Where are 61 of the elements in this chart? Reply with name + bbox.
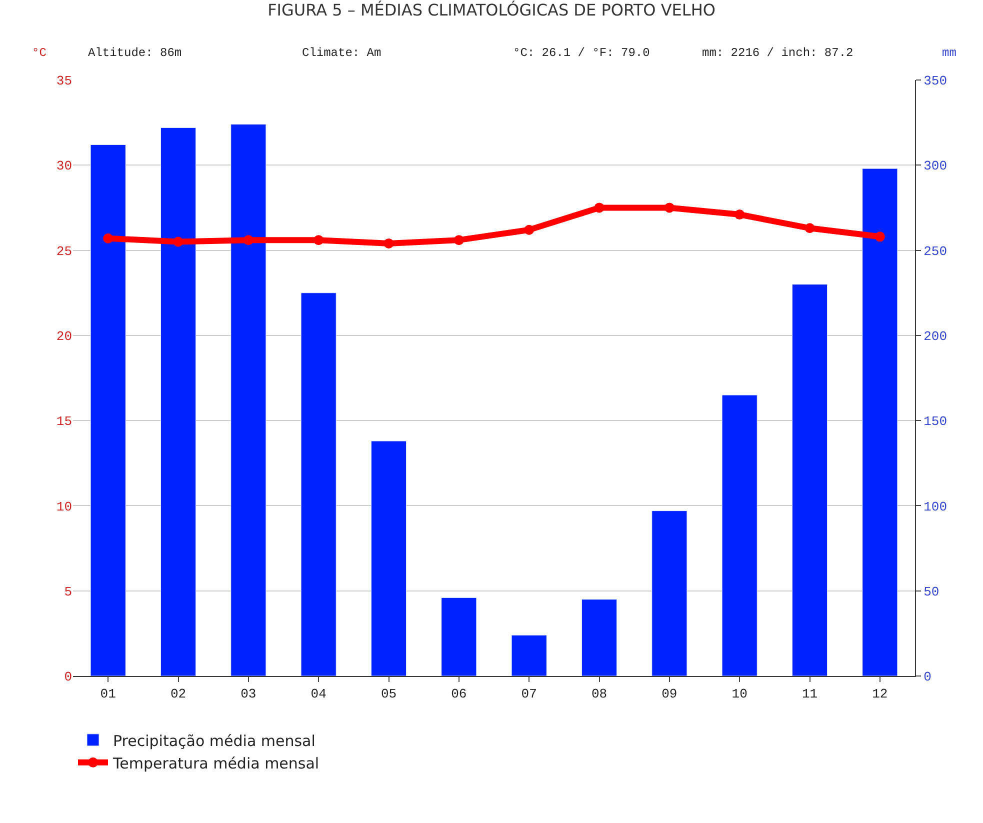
x-tick-label: 01 <box>100 686 116 702</box>
y-tick-label: 10 <box>56 499 72 514</box>
text: mm: 2216 / inch: 87.2 <box>702 46 854 60</box>
y2-tick-label: 100 <box>924 499 948 514</box>
y-tick-label: 30 <box>56 158 72 174</box>
x-tick-label: 09 <box>662 686 678 702</box>
y2-tick-label: 250 <box>924 244 948 259</box>
point <box>874 232 885 242</box>
y2-axis-title: mm <box>942 46 956 60</box>
bar <box>722 394 758 676</box>
y-tick-label: 25 <box>56 244 72 259</box>
x-tick-label: 02 <box>170 686 186 702</box>
y-tick-label: 15 <box>56 414 72 430</box>
y-axis-title: °C <box>32 46 46 60</box>
x-tick-label: 05 <box>380 686 397 702</box>
bar <box>862 168 898 676</box>
point <box>664 202 674 213</box>
y-tick-label: 0 <box>64 670 72 685</box>
x-tick-label: 07 <box>521 686 537 702</box>
y2-tick-label: 150 <box>924 414 948 430</box>
bar <box>90 144 126 676</box>
text: °C: 26.1 / °F: 79.0 <box>513 46 650 60</box>
legend-label: Precipitação média mensal <box>113 732 316 750</box>
point <box>103 233 114 244</box>
y2-tick-label: 50 <box>924 584 940 600</box>
point <box>314 235 324 246</box>
chart-title: FIGURA 5 – MÉDIAS CLIMATOLÓGICAS DE PORTO VELHO <box>268 0 716 20</box>
y-tick-label: 35 <box>56 74 72 89</box>
bar <box>230 124 266 676</box>
bar <box>581 599 618 676</box>
point <box>384 238 394 248</box>
bar <box>160 127 196 676</box>
x-tick-label: 08 <box>591 686 608 702</box>
y2-tick-label: 350 <box>924 74 948 89</box>
point <box>734 210 745 220</box>
point <box>454 235 464 246</box>
bar <box>511 634 547 676</box>
bar <box>792 284 828 676</box>
x-tick-label: 04 <box>310 686 327 702</box>
bar <box>300 292 336 676</box>
legend-label: Temperatura média mensal <box>112 754 320 772</box>
point <box>804 223 815 234</box>
y2-tick-label: 0 <box>924 670 932 685</box>
bar <box>652 510 688 676</box>
bar <box>441 597 477 676</box>
x-tick-label: 06 <box>451 686 467 702</box>
y-tick-label: 20 <box>56 328 72 344</box>
x-tick-label: 10 <box>732 686 748 702</box>
bar <box>370 440 407 676</box>
point <box>243 235 254 246</box>
point <box>594 202 604 213</box>
point <box>524 224 534 235</box>
text: Climate: Am <box>302 46 382 60</box>
x-tick-label: 03 <box>240 686 256 702</box>
x-tick-label: 11 <box>802 686 818 702</box>
x-tick-label: 12 <box>872 686 888 702</box>
point <box>173 236 184 247</box>
y2-tick-label: 200 <box>924 328 948 344</box>
text: Altitude: 86m <box>88 46 182 60</box>
y2-tick-label: 300 <box>924 158 948 174</box>
y-tick-label: 5 <box>64 584 72 600</box>
